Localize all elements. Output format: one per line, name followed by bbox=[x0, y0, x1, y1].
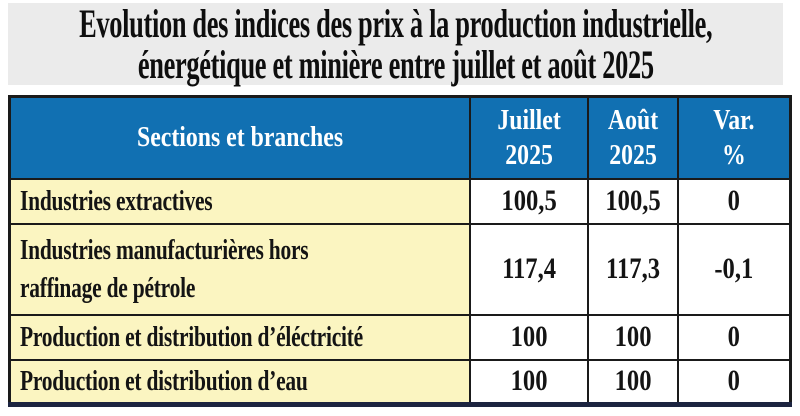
value-aout: 100 bbox=[614, 320, 652, 353]
title-line-2: énergétique et minière entre juillet et … bbox=[137, 42, 654, 87]
header-juillet-2025: Juillet 2025 bbox=[469, 95, 590, 180]
value-var-cell: 0 bbox=[677, 313, 792, 361]
row-label: Production et distribution d’eau bbox=[20, 365, 308, 398]
value-juillet-cell: 100 bbox=[469, 313, 590, 361]
value-juillet-cell: 100 bbox=[469, 358, 590, 406]
row-label-line-2: raffinage de pétrole bbox=[20, 272, 196, 304]
header-var-pct: Var. % bbox=[677, 95, 792, 180]
table-row-distribution-eau: Production et distribution d’eau 100 100… bbox=[8, 358, 792, 406]
price-index-table: Sections et branches Juillet 2025 Août 2… bbox=[8, 95, 792, 407]
value-juillet-cell: 100,5 bbox=[469, 177, 590, 225]
value-var: 0 bbox=[728, 184, 741, 217]
header-var-line-1: Var. bbox=[713, 103, 755, 136]
value-var: 0 bbox=[728, 320, 741, 353]
value-aout-cell: 100,5 bbox=[587, 177, 680, 225]
title-line-1: Evolution des indices des prix à la prod… bbox=[78, 1, 713, 46]
value-juillet: 100,5 bbox=[501, 184, 557, 217]
value-aout: 100,5 bbox=[605, 184, 661, 217]
header-aout-line-1: Août bbox=[608, 103, 659, 136]
header-juillet-line-2: 2025 bbox=[505, 138, 553, 171]
value-juillet: 100 bbox=[510, 364, 548, 398]
value-juillet: 117,4 bbox=[502, 252, 557, 285]
row-label-cell: Production et distribution d’éléctricité bbox=[8, 313, 472, 361]
value-juillet-cell: 117,4 bbox=[469, 222, 590, 316]
value-juillet: 100 bbox=[510, 320, 548, 353]
table-row-industries-extractives: Industries extractives 100,5 100,5 0 bbox=[8, 177, 792, 225]
header-aout-2025: Août 2025 bbox=[587, 95, 680, 180]
row-label-line-1: Industries manufacturières hors bbox=[20, 234, 309, 266]
header-juillet-line-1: Juillet bbox=[497, 103, 561, 136]
value-var-cell: 0 bbox=[677, 358, 792, 406]
value-var-cell: 0 bbox=[677, 177, 792, 225]
value-var: -0,1 bbox=[714, 252, 754, 285]
header-row: Sections et branches Juillet 2025 Août 2… bbox=[8, 95, 792, 180]
header-sections-et-branches: Sections et branches bbox=[8, 95, 472, 180]
row-label-cell: Production et distribution d’eau bbox=[8, 358, 472, 406]
table-row-industries-manufacturieres: Industries manufacturières hors raffinag… bbox=[8, 222, 792, 316]
value-aout: 100 bbox=[614, 364, 652, 398]
value-aout-cell: 100 bbox=[587, 313, 680, 361]
row-label: Production et distribution d’éléctricité bbox=[20, 321, 363, 353]
row-label-cell: Industries manufacturières hors raffinag… bbox=[8, 222, 472, 316]
row-label-cell: Industries extractives bbox=[8, 177, 472, 225]
value-aout: 117,3 bbox=[606, 252, 661, 285]
value-aout-cell: 100 bbox=[587, 358, 680, 406]
row-label: Industries extractives bbox=[20, 185, 213, 217]
value-var-cell: -0,1 bbox=[677, 222, 792, 316]
header-sections-label: Sections et branches bbox=[136, 121, 344, 154]
table-row-distribution-electricite: Production et distribution d’éléctricité… bbox=[8, 313, 792, 361]
value-aout-cell: 117,3 bbox=[587, 222, 680, 316]
chart-title: Evolution des indices des prix à la prod… bbox=[8, 3, 783, 85]
header-var-line-2: % bbox=[722, 138, 747, 171]
header-aout-line-2: 2025 bbox=[609, 138, 658, 171]
value-var: 0 bbox=[728, 364, 741, 398]
